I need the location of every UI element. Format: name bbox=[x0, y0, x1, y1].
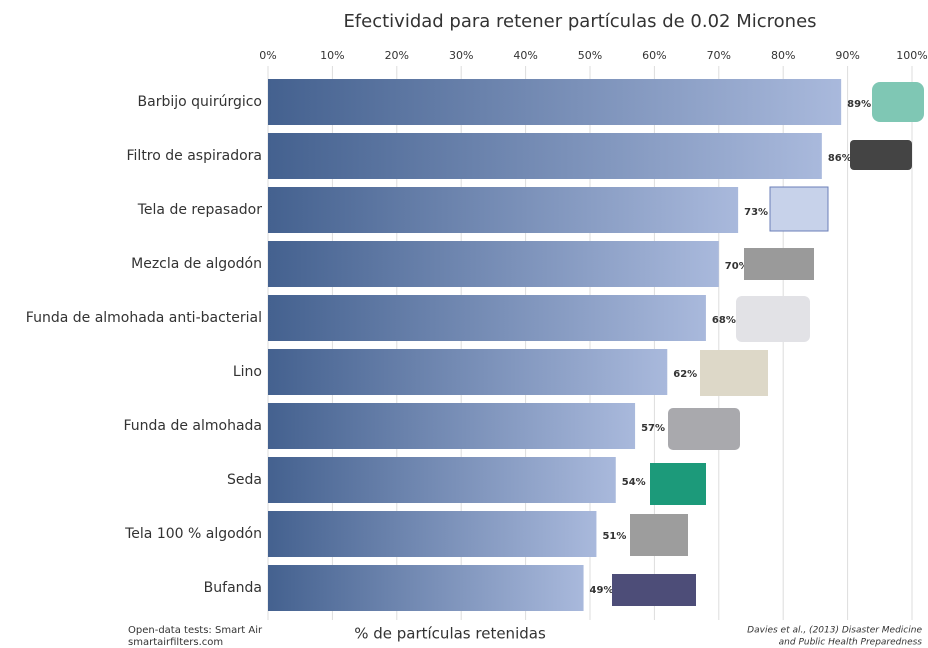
bar bbox=[268, 403, 635, 449]
source-left: Open-data tests: Smart Air bbox=[128, 625, 263, 636]
towel-picture bbox=[770, 187, 828, 231]
scarf-picture bbox=[612, 574, 696, 606]
filter-picture bbox=[850, 140, 912, 170]
y-tick-label: Filtro de aspiradora bbox=[127, 148, 263, 164]
pillowcase-picture bbox=[668, 408, 740, 450]
data-label: 89% bbox=[847, 99, 871, 110]
y-tick-label: Mezcla de algodón bbox=[131, 256, 262, 272]
bar bbox=[268, 133, 822, 179]
pillow-picture bbox=[736, 296, 810, 342]
chart: Efectividad para retener partículas de 0… bbox=[0, 0, 928, 648]
x-axis-label: % de partículas retenidas bbox=[354, 625, 546, 643]
data-label: 57% bbox=[641, 423, 665, 434]
source-right: Davies et al., (2013) Disaster Medicine bbox=[747, 626, 922, 636]
data-label: 54% bbox=[622, 477, 646, 488]
x-tick-label: 0% bbox=[259, 49, 276, 62]
data-label: 51% bbox=[602, 531, 626, 542]
data-label: 62% bbox=[673, 369, 697, 380]
y-tick-label: Tela de repasador bbox=[137, 202, 263, 218]
source-right: and Public Health Preparedness bbox=[779, 638, 923, 648]
silk-picture bbox=[650, 463, 706, 505]
y-tick-label: Seda bbox=[227, 472, 262, 488]
mask-picture bbox=[872, 82, 924, 122]
x-tick-label: 80% bbox=[771, 49, 795, 62]
x-tick-label: 60% bbox=[642, 49, 666, 62]
chart-title: Efectividad para retener partículas de 0… bbox=[343, 11, 816, 32]
x-tick-label: 90% bbox=[835, 49, 859, 62]
x-tick-label: 30% bbox=[449, 49, 473, 62]
x-tick-label: 50% bbox=[578, 49, 602, 62]
y-tick-label: Lino bbox=[233, 364, 262, 380]
y-tick-label: Funda de almohada bbox=[124, 418, 263, 434]
y-tick-label: Funda de almohada anti-bacterial bbox=[26, 310, 262, 326]
tshirt-picture bbox=[630, 514, 688, 556]
linen-picture bbox=[700, 350, 768, 396]
x-tick-label: 40% bbox=[513, 49, 537, 62]
x-tick-label: 20% bbox=[385, 49, 409, 62]
source-left: smartairfilters.com bbox=[128, 637, 223, 648]
bar bbox=[268, 511, 596, 557]
y-tick-label: Tela 100 % algodón bbox=[124, 526, 262, 542]
data-label: 73% bbox=[744, 207, 768, 218]
y-tick-label: Barbijo quirúrgico bbox=[138, 94, 262, 110]
bar bbox=[268, 457, 616, 503]
x-tick-label: 10% bbox=[320, 49, 344, 62]
bar bbox=[268, 349, 667, 395]
bar bbox=[268, 187, 738, 233]
bar bbox=[268, 295, 706, 341]
bar bbox=[268, 565, 584, 611]
x-tick-label: 100% bbox=[896, 49, 927, 62]
shirt-picture bbox=[744, 248, 814, 280]
y-tick-label: Bufanda bbox=[204, 580, 262, 596]
bar bbox=[268, 241, 719, 287]
data-label: 49% bbox=[590, 585, 614, 596]
data-label: 68% bbox=[712, 315, 736, 326]
x-tick-label: 70% bbox=[707, 49, 731, 62]
data-label: 86% bbox=[828, 153, 852, 164]
bar bbox=[268, 79, 841, 125]
